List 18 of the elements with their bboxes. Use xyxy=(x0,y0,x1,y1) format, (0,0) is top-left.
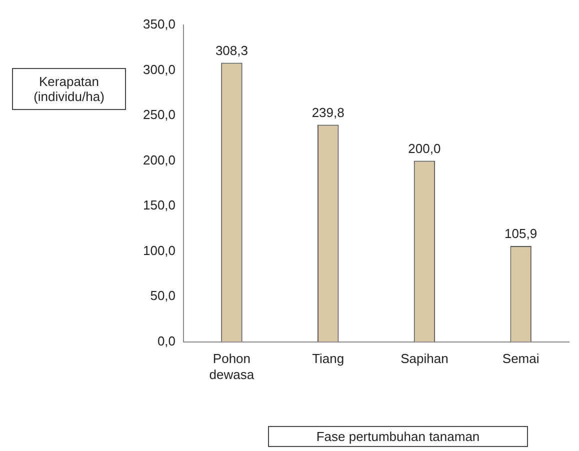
y-tick-label: 100,0 xyxy=(142,242,176,258)
y-tick-label: 0,0 xyxy=(157,333,176,348)
y-tick-label: 250,0 xyxy=(142,107,176,122)
data-label: 239,8 xyxy=(312,104,344,120)
data-label: 308,3 xyxy=(215,42,248,58)
x-tick-label: Semai xyxy=(502,351,540,366)
data-label: 200,0 xyxy=(408,140,441,156)
y-axis-title: Kerapatan (individu/ha) xyxy=(12,68,126,110)
data-label: 105,9 xyxy=(504,226,538,242)
x-tick-label: Pohon dewasa xyxy=(209,351,255,382)
y-tick-label: 300,0 xyxy=(142,62,176,77)
y-tick-label: 150,0 xyxy=(142,198,176,213)
y-tick-label: 200,0 xyxy=(142,152,176,168)
x-axis-title: Fase pertumbuhan tanaman xyxy=(268,426,528,447)
y-tick-label: 350,0 xyxy=(142,16,176,32)
x-tick-label: Sapihan xyxy=(400,351,448,366)
x-tick-label: Tiang xyxy=(312,351,344,366)
y-tick-label: 50,0 xyxy=(150,288,176,304)
